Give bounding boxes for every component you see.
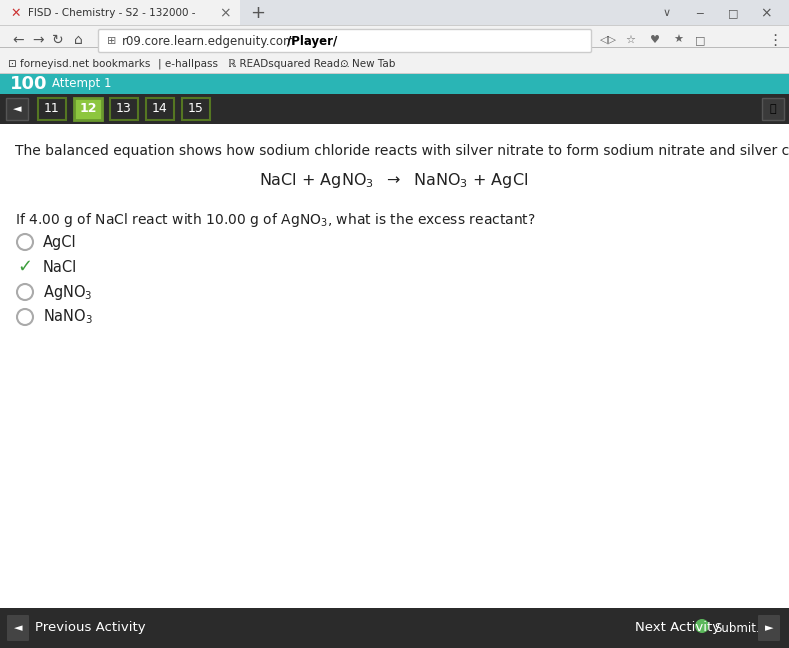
Bar: [0, 608, 789, 648]
Bar: [0, 47, 789, 48]
Bar: [110, 98, 138, 120]
Text: If 4.00 g of NaCl react with 10.00 g of AgNO$_3$, what is the excess reactant?: If 4.00 g of NaCl react with 10.00 g of …: [15, 211, 536, 229]
Text: ◁▷: ◁▷: [600, 35, 616, 45]
Text: ⊡ forneyisd.net bookmarks: ⊡ forneyisd.net bookmarks: [8, 59, 151, 69]
Text: ✕: ✕: [11, 6, 21, 19]
Bar: [0, 25, 789, 26]
Text: NaNO$_3$: NaNO$_3$: [43, 308, 93, 327]
Text: ×: ×: [219, 6, 231, 20]
Bar: [0, 0, 789, 26]
Text: □: □: [695, 35, 705, 45]
Text: | e-hallpass: | e-hallpass: [158, 59, 218, 69]
Text: ►: ►: [765, 623, 773, 633]
Text: Previous Activity: Previous Activity: [35, 621, 146, 634]
Bar: [0, 124, 789, 608]
Text: 12: 12: [79, 102, 97, 115]
Circle shape: [17, 234, 33, 250]
Text: ⋮: ⋮: [768, 32, 783, 47]
Text: ─: ─: [697, 8, 703, 18]
Text: ℝ READsquared Read...: ℝ READsquared Read...: [228, 59, 350, 69]
Text: 100: 100: [10, 75, 47, 93]
Bar: [182, 98, 210, 120]
Circle shape: [17, 309, 33, 325]
Text: +: +: [250, 4, 266, 22]
Bar: [0, 73, 789, 74]
Bar: [0, 54, 789, 74]
Text: NaCl + AgNO$_3$  $\rightarrow$  NaNO$_3$ + AgCl: NaCl + AgNO$_3$ $\rightarrow$ NaNO$_3$ +…: [260, 170, 529, 189]
Text: □: □: [727, 8, 739, 18]
Text: r09.core.learn.edgenuity.com: r09.core.learn.edgenuity.com: [122, 34, 296, 47]
Text: ⊞: ⊞: [107, 36, 117, 46]
Bar: [0, 26, 789, 54]
Text: NaCl: NaCl: [43, 259, 77, 275]
Text: ⊙ New Tab: ⊙ New Tab: [340, 59, 395, 69]
Text: ↻: ↻: [52, 33, 64, 47]
Text: ✓: ✓: [17, 258, 32, 276]
Text: Attempt 1: Attempt 1: [52, 78, 111, 91]
Bar: [0, 74, 789, 94]
Text: Next Activity: Next Activity: [635, 621, 720, 634]
Text: ←: ←: [12, 33, 24, 47]
Bar: [0, 94, 789, 124]
Circle shape: [695, 619, 709, 633]
Text: →: →: [32, 33, 44, 47]
Text: 11: 11: [44, 102, 60, 115]
Text: ◄: ◄: [13, 104, 21, 114]
Bar: [0, 0, 240, 26]
Text: The balanced equation shows how sodium chloride reacts with silver nitrate to fo: The balanced equation shows how sodium c…: [15, 144, 789, 158]
Circle shape: [17, 284, 33, 300]
Bar: [762, 98, 784, 120]
Text: ∨: ∨: [663, 8, 671, 18]
Text: FISD - Chemistry - S2 - 132000 -: FISD - Chemistry - S2 - 132000 -: [28, 8, 196, 18]
Text: ☆: ☆: [625, 35, 635, 45]
Bar: [146, 98, 174, 120]
Text: ◄: ◄: [13, 623, 22, 633]
Bar: [6, 98, 28, 120]
FancyBboxPatch shape: [7, 615, 29, 641]
Bar: [74, 98, 102, 120]
Text: 15: 15: [188, 102, 204, 115]
Text: AgNO$_3$: AgNO$_3$: [43, 283, 92, 301]
Text: ♥: ♥: [650, 35, 660, 45]
Text: ★: ★: [673, 35, 683, 45]
FancyBboxPatch shape: [758, 615, 780, 641]
Bar: [0, 73, 789, 74]
Text: Submit...: Submit...: [714, 621, 767, 634]
Text: 📋: 📋: [770, 104, 776, 114]
Text: ⌂: ⌂: [73, 33, 82, 47]
Text: /Player/: /Player/: [287, 34, 337, 47]
Text: 13: 13: [116, 102, 132, 115]
Text: AgCl: AgCl: [43, 235, 77, 249]
FancyBboxPatch shape: [99, 30, 592, 52]
Text: 14: 14: [152, 102, 168, 115]
Text: ×: ×: [760, 6, 772, 20]
Bar: [38, 98, 66, 120]
